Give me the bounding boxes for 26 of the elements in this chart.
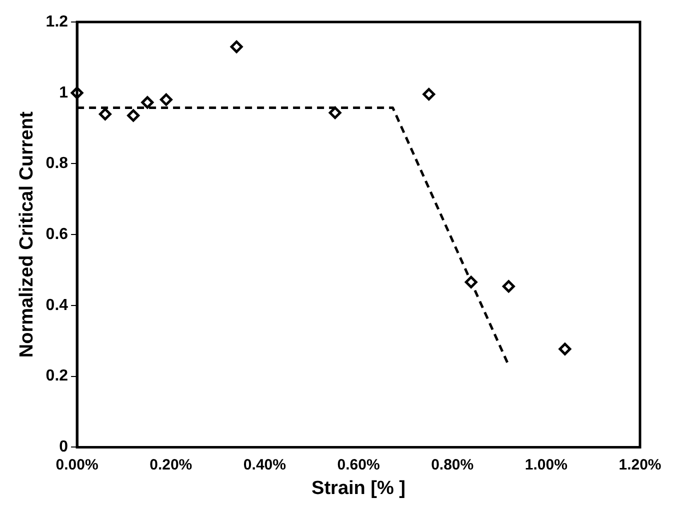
x-tick-label: 0.20% [150, 456, 192, 474]
x-tick-label: 0.00% [56, 456, 98, 474]
point [422, 88, 436, 101]
point [141, 96, 154, 109]
x-axis-title: Strain [% ] [312, 478, 406, 499]
x-tick-label: 1.00% [524, 456, 568, 474]
point [127, 109, 140, 122]
y-tick-label: 0.8 [46, 155, 68, 172]
point [230, 40, 243, 54]
point [464, 276, 478, 288]
point [328, 106, 342, 119]
x-tick-label: 0.60% [337, 456, 380, 474]
y-tick-label: 0.2 [46, 368, 68, 385]
y-tick-label: 0 [59, 438, 68, 456]
y-tick-label: 1 [59, 84, 68, 102]
x-tick-label: 0.40% [243, 456, 286, 474]
point [502, 280, 515, 293]
x-tick-label: 0.80% [431, 456, 474, 474]
point [558, 342, 572, 356]
y-tick-label: 0.4 [46, 296, 68, 314]
y-tick-label: 0.6 [46, 226, 68, 244]
x-tick-label: 1.20% [618, 456, 662, 474]
point [160, 93, 172, 106]
y-tick-label: 1.2 [46, 13, 68, 30]
point [98, 108, 112, 120]
y-axis-title: Normalized Critical Current [16, 110, 38, 358]
